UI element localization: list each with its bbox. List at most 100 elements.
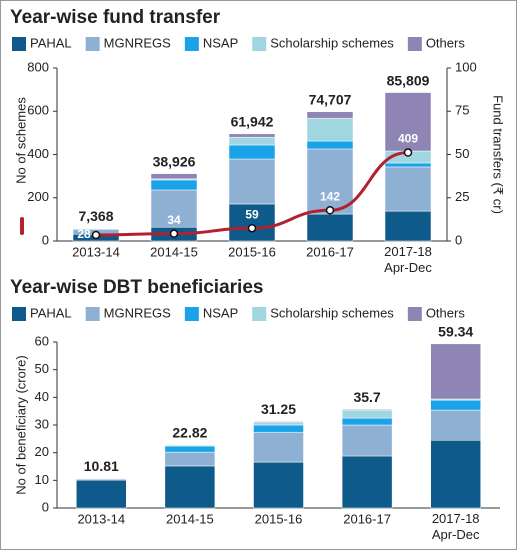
y2-tick-label: 0 [455,232,462,247]
total-label: 31.25 [261,401,296,417]
bar-segment [430,409,481,441]
bar-segment [150,179,198,191]
total-label: 10.81 [84,458,119,474]
y-tick-label: 50 [35,361,49,376]
y-tick-label: 10 [35,472,49,487]
bar-segment [384,162,432,168]
bar-segment [164,465,216,509]
bar-segment [341,409,393,419]
total-label: 7,368 [78,208,113,224]
legend-label: Others [426,35,466,50]
y-tick-label: 20 [35,444,49,459]
bar-segment [306,148,354,215]
y-tick-label: 30 [35,416,49,431]
x-tick-label: 2015-16 [228,244,276,259]
bar-segment [150,173,198,180]
scheme-line [95,151,409,237]
x-tick-label: 2013-14 [77,511,125,526]
legend-swatch [85,307,100,321]
bar-segment [430,343,481,400]
bar-segment [228,203,276,242]
legend-swatch [407,37,422,51]
bar-segment [164,451,216,467]
scheme-point [403,148,413,157]
bar-segment [430,439,481,509]
bar-segment [164,445,216,453]
x-tick-label: 2016-17 [306,244,354,259]
legend-label: MGNREGS [104,35,172,50]
y-tick-label: 800 [27,59,49,74]
legend-label: MGNREGS [104,305,172,320]
y-axis-label: No of beneficiary (crore) [13,355,28,494]
bar-segment [228,136,276,146]
legend-label: NSAP [203,35,238,50]
y-tick-label: 60 [35,333,49,348]
bar-segment [341,408,393,411]
y2-axis-label: Fund transfers (₹ cr) [491,95,506,214]
legend-swatch [85,37,100,51]
legend-swatch [407,307,422,321]
bar-segment [76,479,127,509]
scheme-point [91,230,101,240]
x-tick-line: Apr-Dec [432,527,480,542]
legend-label: Others [426,305,466,320]
y-tick-label: 0 [42,232,49,247]
total-label: 85,809 [387,72,430,88]
legend-label: PAHAL [30,35,72,50]
total-label: 22.82 [172,425,207,441]
x-tick-line: 2017-18 [432,511,480,526]
total-label: 61,942 [231,114,274,130]
y-tick-label: 200 [27,189,49,204]
scheme-label: 409 [398,132,418,146]
total-label: 35.7 [353,389,380,405]
x-tick-label: 2015-16 [255,511,303,526]
bar-segment [306,111,354,119]
bar-segment [341,455,393,509]
bar-segment [150,189,198,228]
x-tick-label: 2013-14 [72,244,120,259]
legend-label: Scholarship schemes [270,35,394,50]
bar-segment [306,117,354,142]
x-tick-line: Apr-Dec [384,260,432,275]
scheme-point [247,223,257,233]
bar-segment [228,158,276,205]
legend-swatch [252,37,267,51]
x-tick-label: 2014-15 [166,511,214,526]
y-tick-label: 600 [27,103,49,118]
bar-segment [228,133,276,138]
bar-segment [306,213,354,242]
scheme-label: 142 [320,189,340,203]
bar-segment [253,421,304,423]
y2-tick-label: 75 [455,103,469,118]
bar-segment [253,431,304,463]
legend-swatch [12,307,26,321]
bar-segment [341,417,393,426]
x-tick-label: 2016-17 [343,511,391,526]
legend-swatch [252,307,267,321]
bar-segment [341,424,393,457]
chart-title: Year-wise fund transfer [10,7,221,28]
bar-segment [430,399,481,411]
scheme-label: 34 [167,213,181,227]
bar-segment [306,140,354,150]
scheme-label: 59 [245,207,259,221]
y2-tick-label: 25 [455,189,469,204]
x-tick-label: 2017-18 Apr-Dec [432,511,480,542]
legend-label: NSAP [203,305,238,320]
x-tick-line: 2017-18 [384,244,432,259]
x-tick-label: 2014-15 [150,244,198,259]
legend-swatch [184,307,199,321]
bar-segment [384,166,432,212]
total-label: 74,707 [309,91,352,107]
legend-label: Scholarship schemes [270,305,394,320]
bar-segment [253,424,304,433]
y2-tick-label: 100 [455,59,477,74]
y2-tick-label: 50 [455,146,469,161]
bar-segment [253,422,304,426]
scheme-point [325,206,335,215]
y-tick-label: 0 [42,499,49,514]
y-axis-label: No of schemes [13,97,28,184]
scheme-label: 28 [77,227,91,241]
scheme-point [169,229,179,238]
